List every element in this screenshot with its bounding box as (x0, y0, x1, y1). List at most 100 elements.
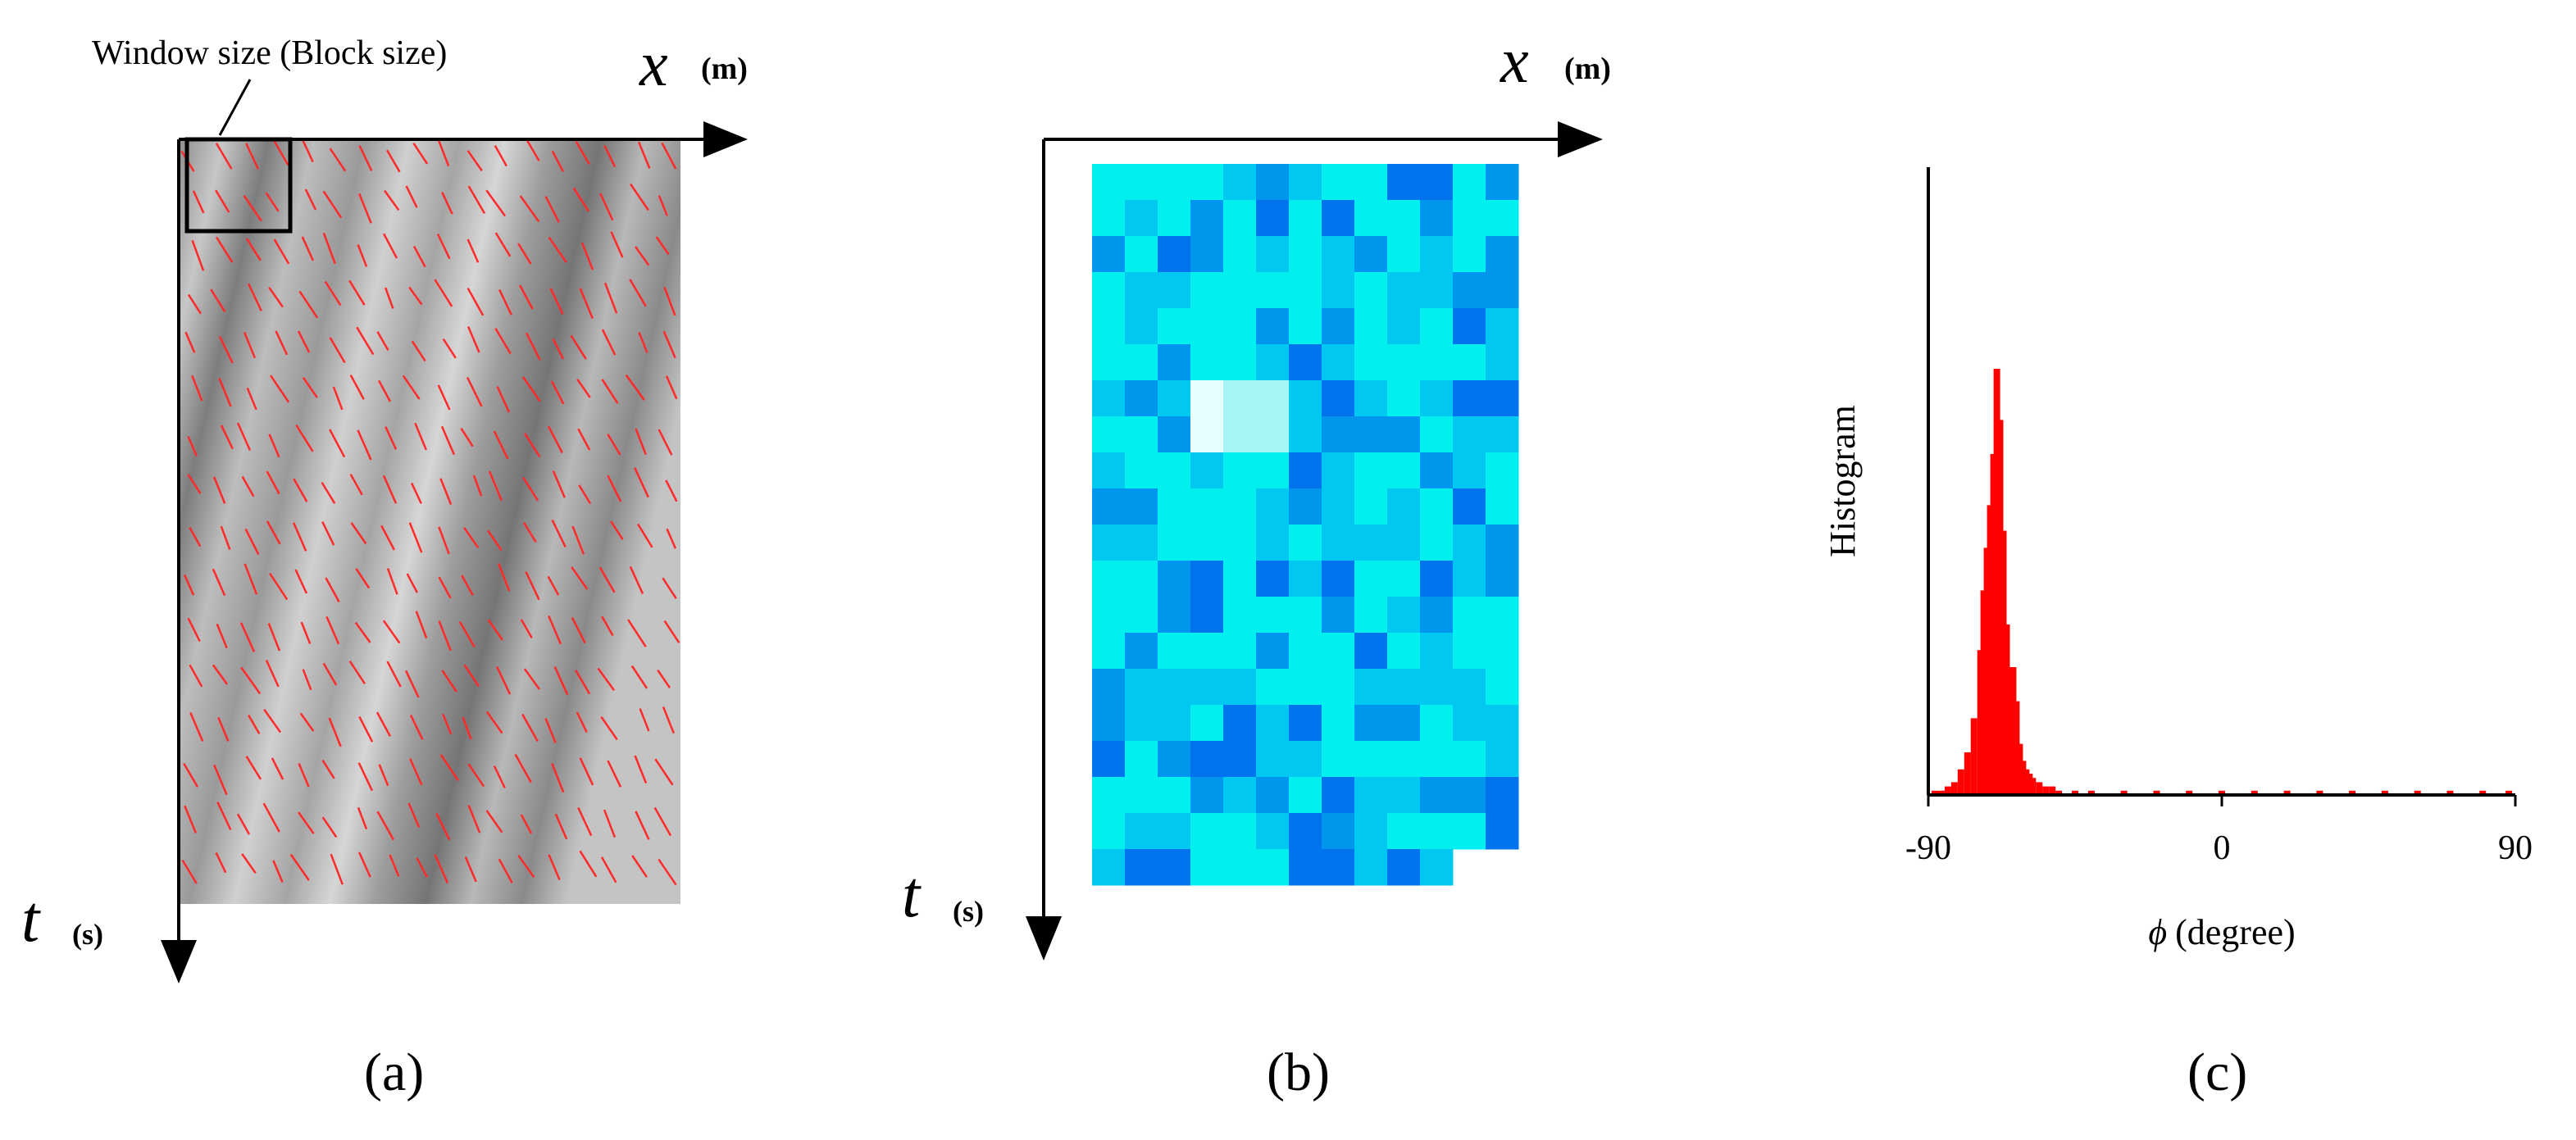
map-cell (1190, 741, 1224, 778)
map-cell (1092, 525, 1126, 561)
map-cell (1354, 669, 1388, 706)
map-cell (1387, 741, 1421, 778)
map-cell (1223, 200, 1257, 237)
orientation-line (635, 428, 647, 456)
orientation-line (570, 334, 587, 360)
orientation-line (522, 521, 537, 543)
orientation-line (437, 139, 450, 166)
orientation-line (525, 332, 541, 361)
orientation-line (441, 191, 453, 215)
orientation-line (355, 568, 371, 589)
orientation-line (300, 621, 312, 645)
map-cell (1322, 633, 1355, 670)
orientation-line (635, 246, 650, 266)
orientation-line (302, 669, 312, 691)
orientation-line (610, 231, 624, 258)
orientation-line (600, 856, 617, 883)
map-cell (1486, 488, 1519, 525)
map-cell (1223, 525, 1257, 561)
orientation-line (304, 188, 317, 211)
orientation-line (299, 712, 315, 732)
orientation-line (357, 429, 372, 461)
map-cell (1453, 272, 1486, 309)
map-cell (1453, 380, 1486, 417)
orientation-line (268, 434, 280, 458)
map-cell (1354, 813, 1388, 850)
map-cell (1190, 272, 1224, 309)
map-cell (1486, 380, 1519, 417)
orientation-line (272, 860, 284, 883)
map-cell (1453, 308, 1486, 345)
orientation-line (439, 754, 459, 782)
histogram-bar (2186, 790, 2193, 795)
map-cell (1486, 597, 1519, 634)
orientation-line (348, 279, 366, 306)
orientation-line (273, 238, 290, 265)
orientation-line (579, 288, 594, 320)
orientation-line (215, 852, 227, 874)
orientation-line (325, 577, 340, 603)
map-cell (1158, 849, 1191, 886)
orientation-line (498, 858, 513, 883)
map-cell (1125, 597, 1158, 634)
orientation-map (1092, 164, 1519, 886)
map-cell (1125, 669, 1158, 706)
orientation-line (294, 569, 308, 594)
map-cell (1322, 380, 1355, 417)
orientation-line (245, 756, 262, 780)
orientation-line (549, 288, 564, 315)
map-cell (1223, 777, 1257, 814)
map-cell (1354, 200, 1388, 237)
orientation-line (187, 617, 201, 643)
map-cell (1256, 308, 1290, 345)
map-cell (1453, 236, 1486, 273)
orientation-line (266, 470, 280, 495)
map-cell (1256, 813, 1290, 850)
map-cell (1354, 308, 1388, 345)
map-cell (1322, 669, 1355, 706)
phi-unit: (degree) (2175, 912, 2296, 952)
map-cell (1256, 200, 1290, 237)
orientation-line (600, 715, 618, 741)
orientation-line (236, 813, 251, 835)
orientation-line (625, 374, 645, 401)
map-cell (1486, 705, 1519, 742)
orientation-line (322, 190, 343, 219)
orientation-line (435, 812, 451, 841)
map-cell (1420, 777, 1454, 814)
map-cell (1223, 164, 1257, 201)
histogram-bar (2479, 790, 2487, 795)
orientation-line (466, 376, 483, 407)
histogram-bar (2414, 790, 2421, 795)
map-cell (1387, 344, 1421, 381)
map-cell (1453, 777, 1486, 814)
orientation-line (297, 330, 311, 353)
orientation-line (522, 476, 539, 502)
orientation-line (662, 330, 676, 359)
map-cell (1420, 308, 1454, 345)
orientation-line (239, 622, 256, 652)
map-cell (1190, 849, 1224, 886)
map-cell (1420, 669, 1454, 706)
t-axis-arrowhead (161, 940, 197, 983)
orientation-line (187, 474, 202, 494)
orientation-line (349, 474, 363, 496)
x-axis-arrowhead (1558, 121, 1603, 157)
orientation-line (472, 475, 483, 497)
histogram-bar (1932, 790, 1938, 795)
orientation-line (521, 713, 539, 743)
orientation-line (601, 329, 617, 356)
map-cell (1486, 525, 1519, 561)
orientation-line (552, 338, 565, 360)
orientation-line (441, 670, 457, 693)
map-cell (1289, 741, 1322, 778)
map-cell (1387, 380, 1421, 417)
map-cell (1486, 236, 1519, 273)
map-cell (1125, 272, 1158, 309)
map-cell (1125, 741, 1158, 778)
orientation-line (607, 434, 621, 456)
orientation-line (467, 287, 485, 316)
map-cell (1223, 452, 1257, 489)
map-cell (1256, 452, 1290, 489)
orientation-line (601, 615, 614, 637)
